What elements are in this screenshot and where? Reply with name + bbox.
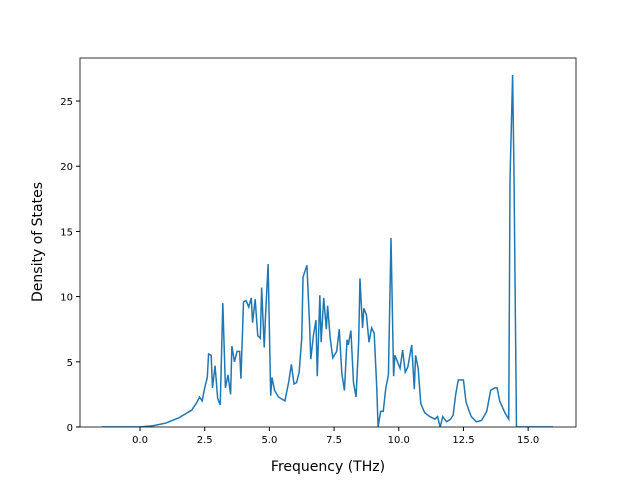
x-tick-label: 7.5: [326, 435, 342, 446]
x-tick-label: 15.0: [517, 435, 539, 446]
y-axis-label: Density of States: [30, 182, 46, 302]
y-tick-label: 20: [60, 162, 73, 173]
y-tick-label: 25: [60, 97, 73, 108]
y-tick-label: 10: [60, 293, 73, 304]
x-tick-label: 10.0: [388, 435, 410, 446]
x-tick-label: 0.0: [132, 435, 148, 446]
line: [101, 74, 553, 427]
x-axis-label: Frequency (THz): [271, 459, 385, 475]
y-tick-label: 0: [67, 423, 73, 434]
x-tick-label: 2.5: [197, 435, 213, 446]
x-tick-label: 5.0: [261, 435, 277, 446]
x-tick-label: 12.5: [452, 435, 474, 446]
plot-frame: [79, 57, 577, 428]
y-tick-label: 5: [67, 358, 73, 369]
y-tick-label: 15: [60, 227, 73, 238]
